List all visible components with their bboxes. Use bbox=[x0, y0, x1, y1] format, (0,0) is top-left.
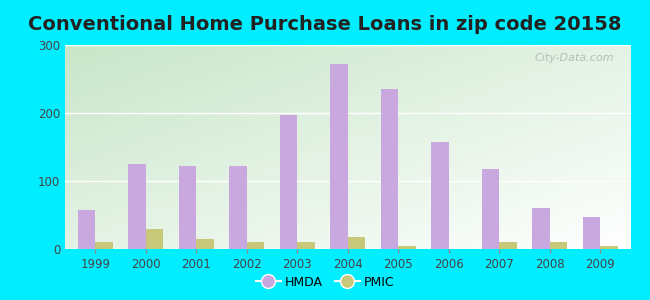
Bar bbox=[600, 246, 618, 249]
Bar bbox=[582, 217, 600, 249]
Bar bbox=[330, 64, 348, 249]
Bar bbox=[297, 242, 315, 249]
Bar bbox=[348, 237, 365, 249]
Bar bbox=[229, 166, 247, 249]
Bar bbox=[431, 142, 448, 249]
Bar bbox=[96, 242, 113, 249]
Bar bbox=[550, 242, 567, 249]
Legend: HMDA, PMIC: HMDA, PMIC bbox=[251, 271, 399, 294]
Text: City-Data.com: City-Data.com bbox=[534, 53, 614, 63]
Bar bbox=[77, 210, 96, 249]
Bar bbox=[482, 169, 499, 249]
Bar bbox=[247, 242, 265, 249]
Bar bbox=[196, 239, 214, 249]
Bar bbox=[128, 164, 146, 249]
Bar bbox=[179, 166, 196, 249]
Bar bbox=[280, 115, 297, 249]
Bar bbox=[532, 208, 550, 249]
Bar bbox=[398, 246, 416, 249]
Bar bbox=[146, 229, 163, 249]
Text: Conventional Home Purchase Loans in zip code 20158: Conventional Home Purchase Loans in zip … bbox=[28, 15, 622, 34]
Bar bbox=[380, 89, 398, 249]
Bar bbox=[499, 242, 517, 249]
